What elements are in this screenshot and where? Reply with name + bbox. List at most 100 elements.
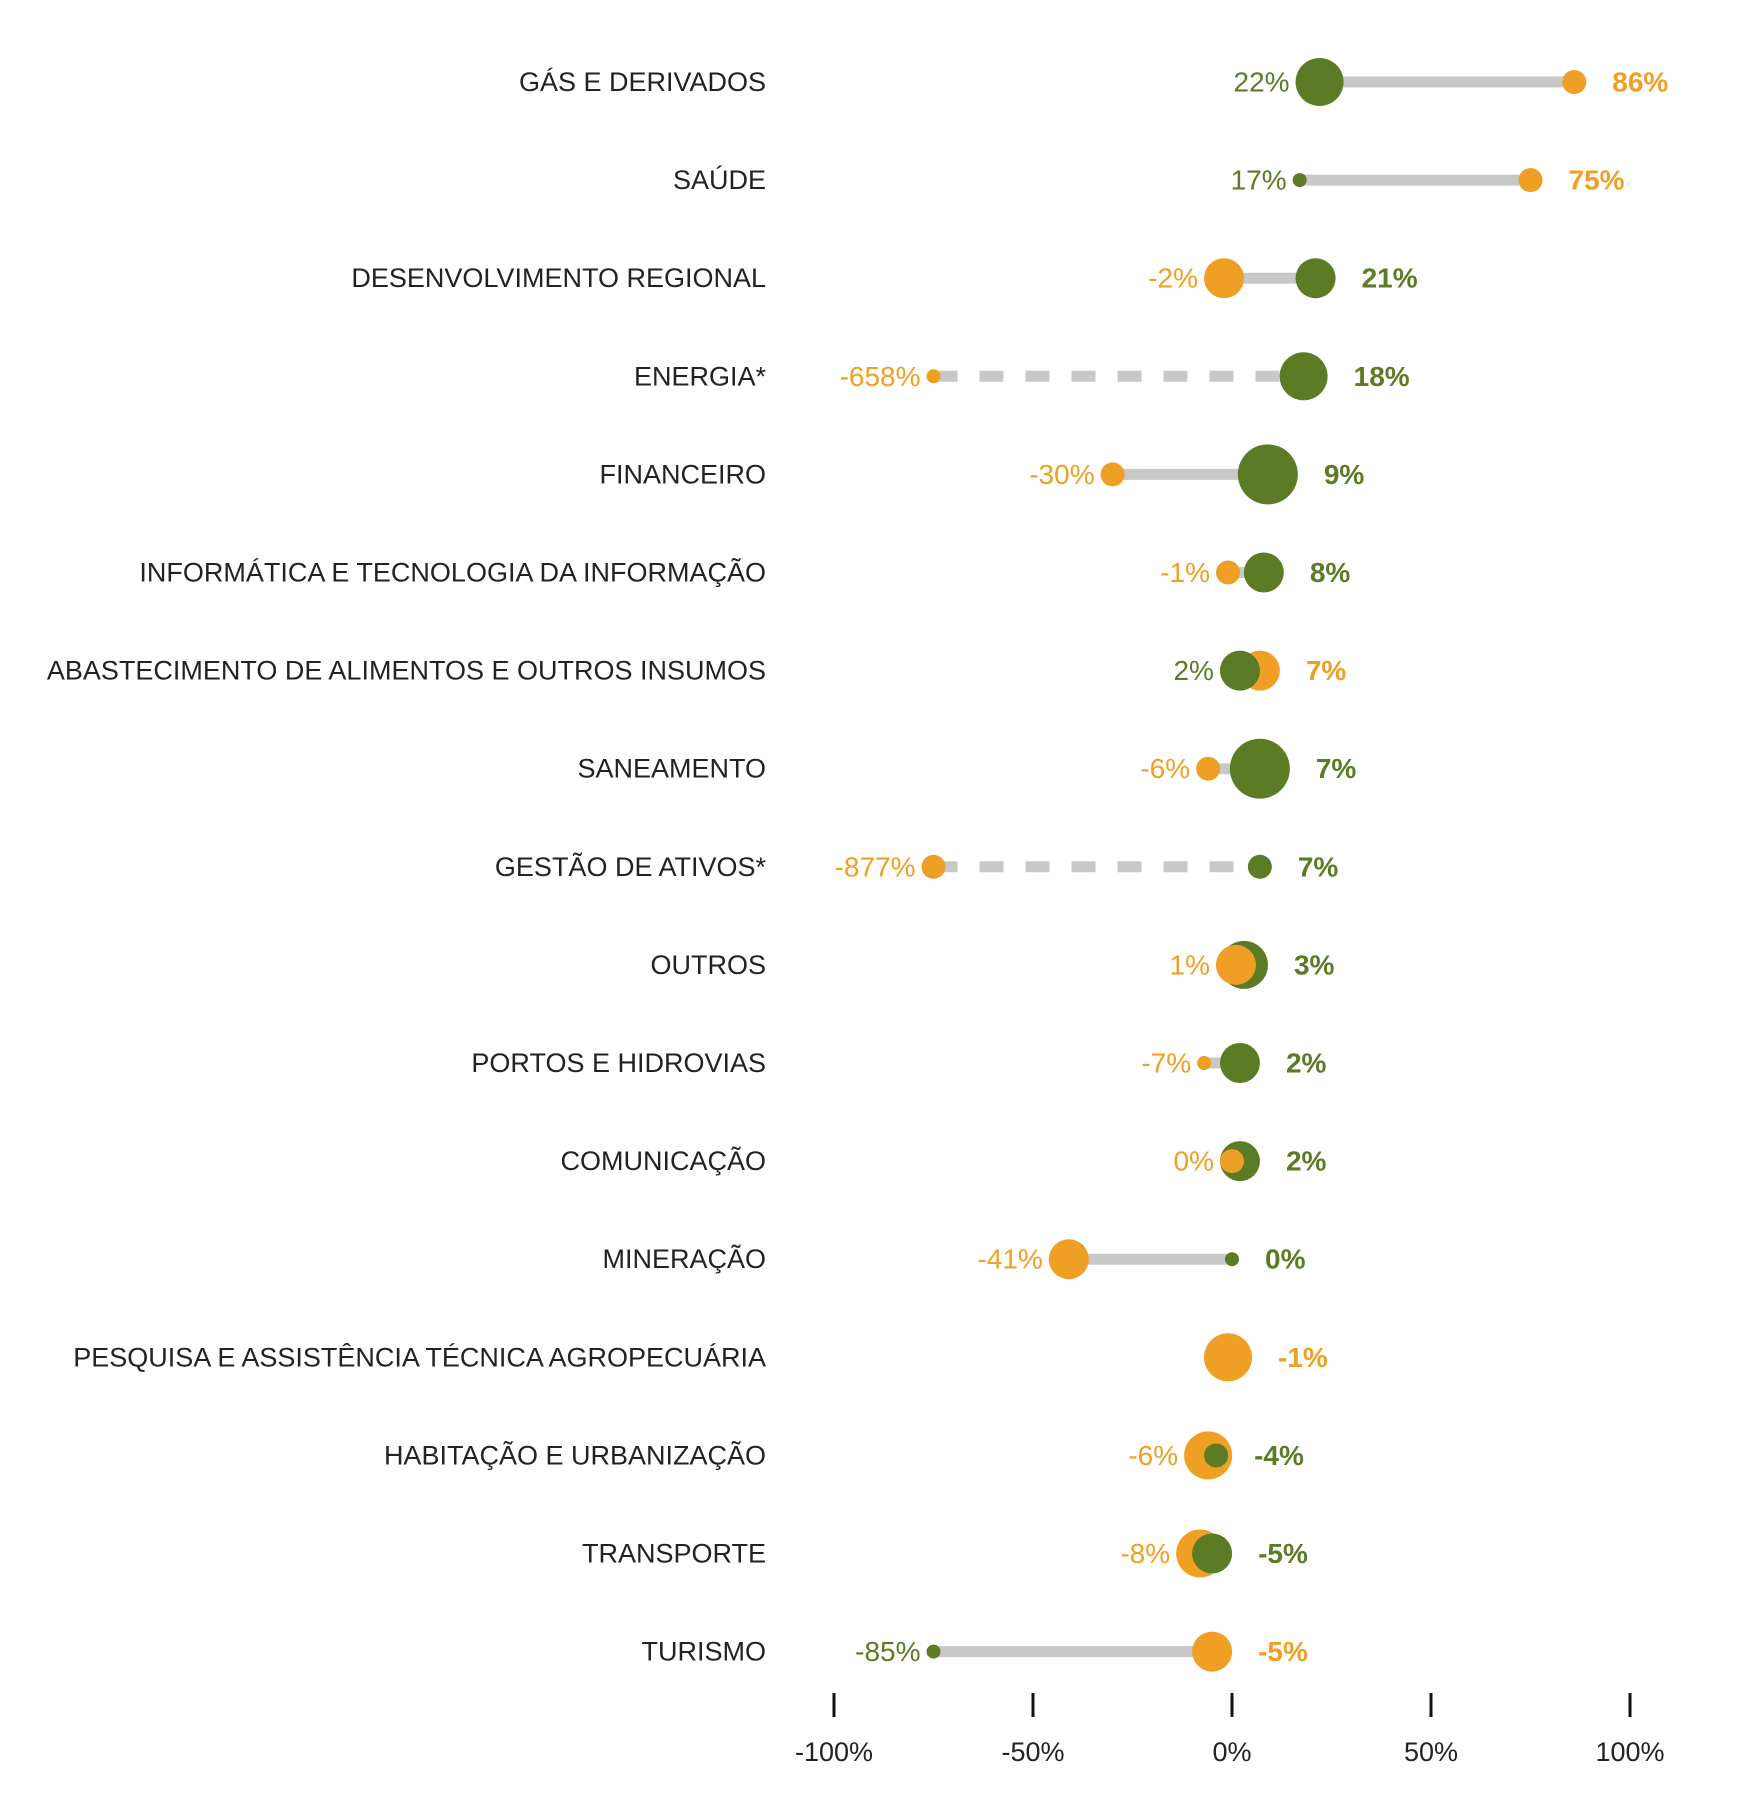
orange-value-label: -658% (840, 361, 921, 392)
green-value-label: -5% (1258, 1538, 1308, 1569)
category-label: TRANSPORTE (582, 1539, 766, 1569)
chart-rows: GÁS E DERIVADOS 22% 86% SAÚDE 17% 75% DESENVOL… (47, 58, 1668, 1672)
green-value-label: 2% (1173, 655, 1213, 686)
green-value-label: 18% (1354, 361, 1410, 392)
green-point (1295, 258, 1336, 299)
category-label: HABITAÇÃO E URBANIZAÇÃO (384, 1439, 766, 1470)
chart-row: OUTROS 1% 3% (650, 940, 1335, 989)
chart-row: PESQUISA E ASSISTÊNCIA TÉCNICA AGROPECUÁ… (73, 1333, 1328, 1382)
x-tick-label: 100% (1595, 1737, 1664, 1767)
orange-point (1204, 258, 1245, 299)
orange-point (1196, 756, 1221, 781)
green-value-label: 7% (1316, 753, 1357, 784)
chart-row: GESTÃO DE ATIVOS* -877% 7% (495, 851, 1339, 883)
chart-row: ENERGIA* -658% 18% (634, 352, 1410, 401)
orange-value-label: -6% (1128, 1440, 1178, 1471)
category-label: ABASTECIMENTO DE ALIMENTOS E OUTROS INSU… (47, 656, 766, 686)
x-tick-label: -100% (795, 1737, 873, 1767)
category-label: FINANCEIRO (599, 459, 766, 489)
chart-row: PORTOS E HIDROVIAS -7% 2% (471, 1043, 1327, 1083)
category-label: PORTOS E HIDROVIAS (471, 1048, 766, 1078)
green-value-label: 2% (1286, 1146, 1327, 1177)
green-point (1243, 552, 1284, 593)
x-axis: -100% -50% 0% 50% 100% (795, 1693, 1665, 1767)
orange-point (1100, 462, 1125, 487)
x-tick-label: -50% (1001, 1737, 1064, 1767)
green-value-label: 3% (1294, 949, 1335, 980)
green-value-label: 17% (1231, 165, 1287, 196)
green-value-label: 22% (1234, 67, 1290, 98)
green-point (1219, 1043, 1260, 1083)
orange-point (1215, 944, 1256, 985)
green-point (1295, 58, 1344, 106)
orange-value-label: -7% (1141, 1048, 1191, 1079)
chart-row: DESENVOLVIMENTO REGIONAL -2% 21% (351, 258, 1418, 299)
category-label: ENERGIA* (634, 361, 767, 391)
chart-row: MINERAÇÃO -41% 0% (602, 1239, 1306, 1280)
orange-value-label: -8% (1120, 1538, 1170, 1569)
green-value-label: 9% (1324, 459, 1365, 490)
orange-value-label: -877% (835, 851, 916, 882)
green-point (1237, 444, 1298, 505)
green-value-label: -85% (855, 1636, 920, 1667)
orange-value-label: 75% (1569, 165, 1625, 196)
chart-row: FINANCEIRO -30% 9% (599, 444, 1365, 505)
orange-value-label: 0% (1174, 1146, 1214, 1177)
chart-row: TURISMO -85% -5% (642, 1631, 1308, 1672)
orange-point (1562, 70, 1587, 94)
orange-point (1048, 1239, 1089, 1280)
orange-point (1216, 560, 1241, 585)
chart-row: HABITAÇÃO E URBANIZAÇÃO -6% -4% (384, 1431, 1304, 1480)
orange-point (1192, 1631, 1233, 1672)
green-value-label: 7% (1298, 851, 1339, 882)
green-point (926, 1644, 941, 1659)
category-label: COMUNICAÇÃO (560, 1145, 766, 1176)
orange-point (1518, 168, 1543, 193)
orange-value-label: -30% (1029, 459, 1094, 490)
green-point (1219, 650, 1260, 691)
category-label: INFORMÁTICA E TECNOLOGIA DA INFORMAÇÃO (139, 557, 766, 588)
category-label: OUTROS (650, 950, 766, 980)
chart-row: SANEAMENTO -6% 7% (577, 738, 1357, 799)
green-point (1292, 173, 1307, 188)
orange-point (1197, 1056, 1212, 1070)
orange-value-label: -1% (1278, 1342, 1328, 1373)
orange-value-label: -5% (1258, 1636, 1308, 1667)
green-point (1192, 1533, 1233, 1574)
orange-value-label: 7% (1306, 655, 1347, 686)
green-value-label: 2% (1286, 1048, 1327, 1079)
x-tick-label: 0% (1212, 1737, 1251, 1767)
green-point (1225, 1252, 1239, 1267)
green-point (1247, 854, 1272, 879)
orange-value-label: 86% (1612, 67, 1668, 98)
chart-row: ABASTECIMENTO DE ALIMENTOS E OUTROS INSU… (47, 650, 1347, 691)
green-value-label: 0% (1265, 1244, 1306, 1275)
orange-value-label: -2% (1148, 263, 1198, 294)
green-point (1229, 738, 1290, 799)
category-label: MINERAÇÃO (602, 1243, 766, 1274)
chart-row: GÁS E DERIVADOS 22% 86% (519, 58, 1668, 106)
category-label: GÁS E DERIVADOS (519, 67, 766, 97)
category-label: TURISMO (642, 1637, 767, 1667)
orange-value-label: -41% (977, 1244, 1042, 1275)
x-tick-label: 50% (1404, 1737, 1458, 1767)
orange-value-label: -6% (1140, 753, 1190, 784)
orange-value-label: 1% (1170, 949, 1210, 980)
orange-point (1204, 1333, 1253, 1382)
green-value-label: -4% (1254, 1440, 1304, 1471)
orange-point (921, 854, 946, 879)
chart-row: INFORMÁTICA E TECNOLOGIA DA INFORMAÇÃO -1… (139, 552, 1351, 593)
chart-row: TRANSPORTE -8% -5% (582, 1529, 1308, 1578)
category-label: SANEAMENTO (577, 754, 766, 784)
chart-row: SAÚDE 17% 75% (673, 164, 1625, 196)
green-point (1279, 352, 1328, 401)
green-point (1204, 1443, 1229, 1468)
green-value-label: 21% (1362, 263, 1418, 294)
category-label: SAÚDE (673, 164, 766, 195)
category-label: GESTÃO DE ATIVOS* (495, 851, 767, 882)
category-label: PESQUISA E ASSISTÊNCIA TÉCNICA AGROPECUÁ… (73, 1341, 766, 1372)
chart-row: COMUNICAÇÃO 0% 2% (560, 1141, 1327, 1182)
category-label: DESENVOLVIMENTO REGIONAL (351, 263, 766, 293)
green-value-label: 8% (1310, 557, 1351, 588)
